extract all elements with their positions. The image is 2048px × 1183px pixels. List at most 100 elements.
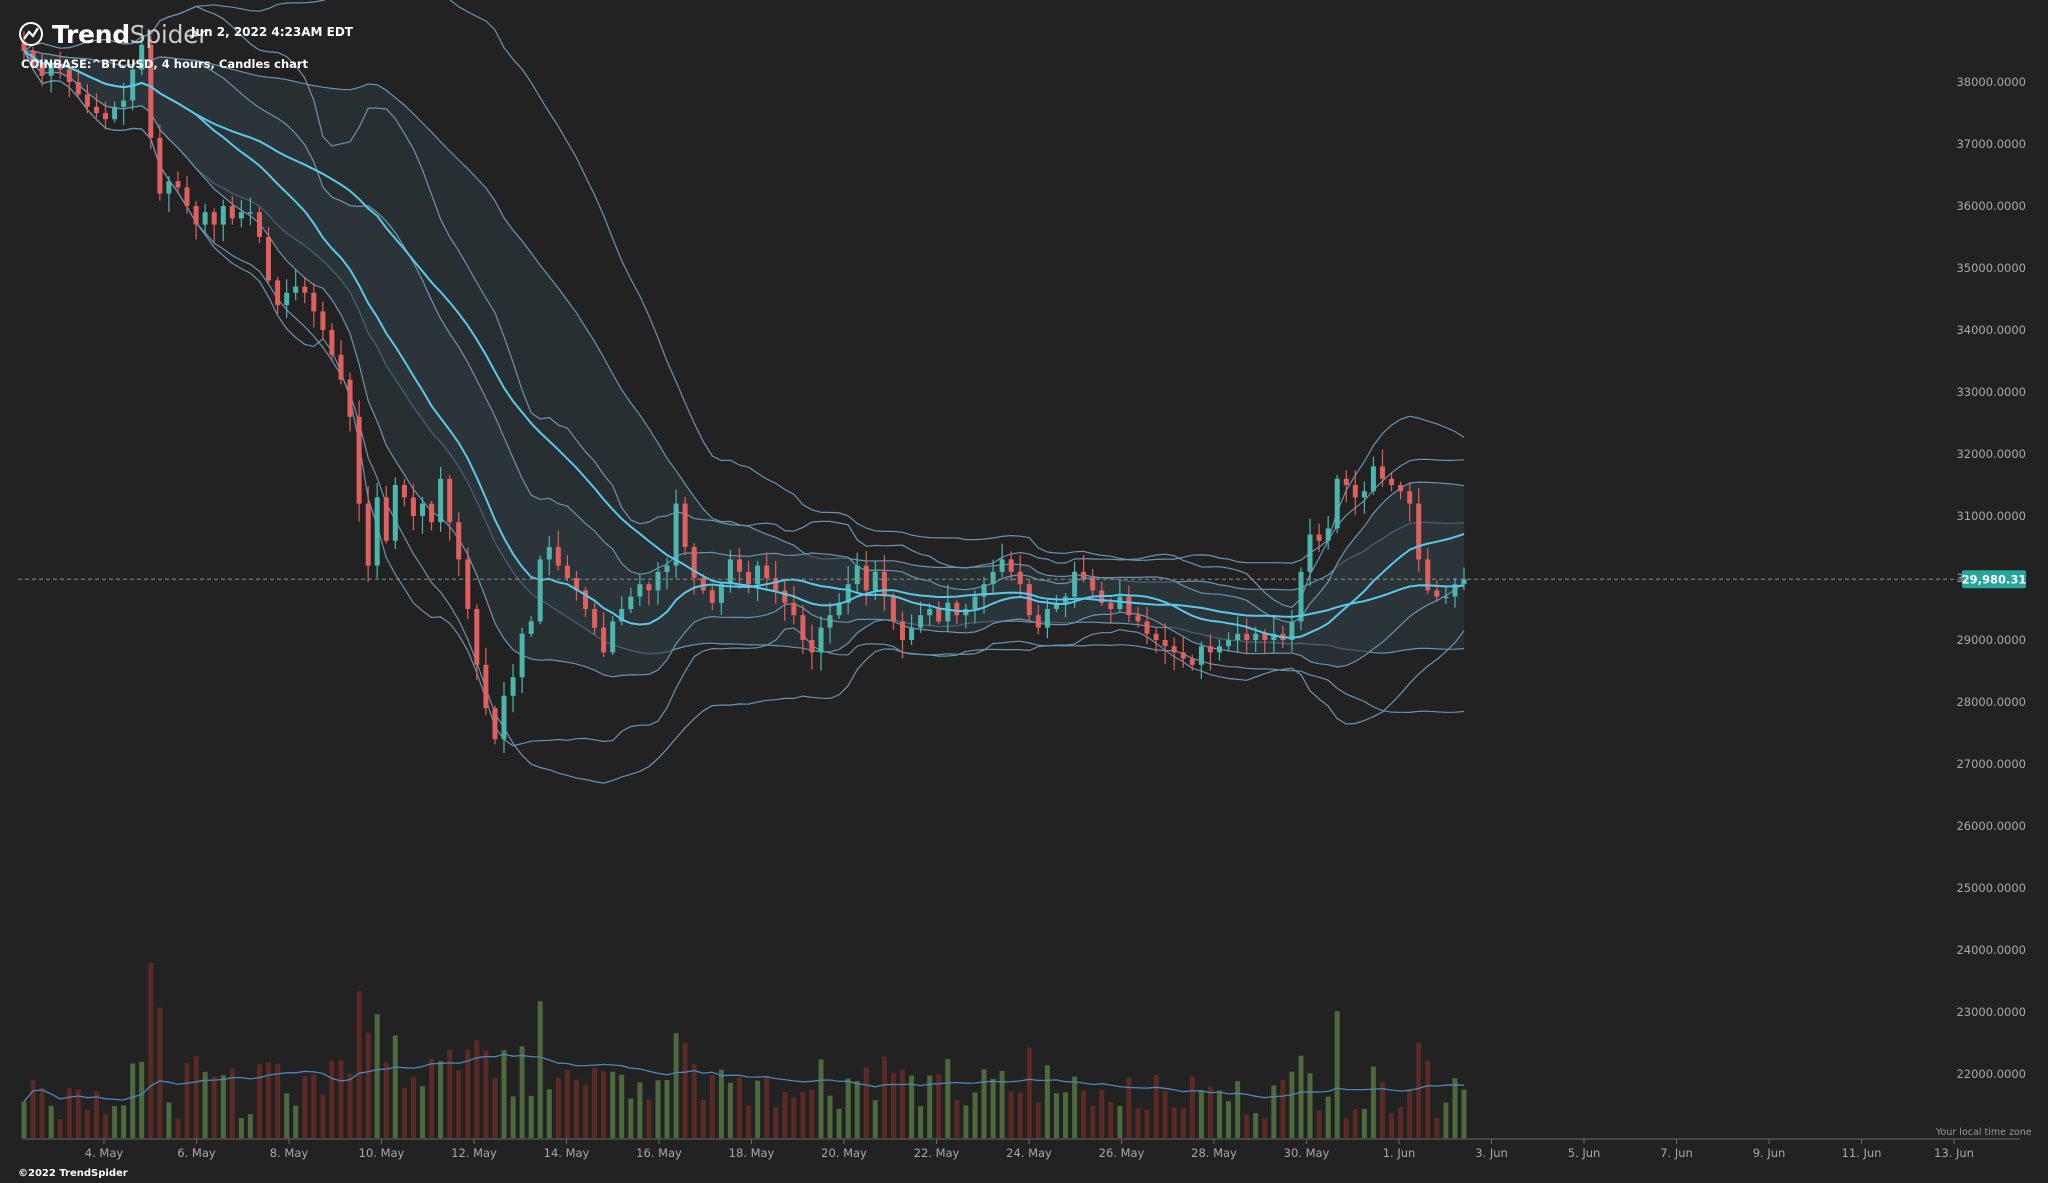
candle-body	[338, 354, 344, 380]
candle-body	[1008, 559, 1014, 572]
symbol-description[interactable]: COINBASE:^BTCUSD, 4 hours, Candles chart	[21, 57, 309, 71]
candle-body	[709, 590, 715, 603]
volume-bar	[1108, 1101, 1114, 1138]
volume-bar	[157, 1007, 163, 1138]
volume-bar	[48, 1105, 54, 1138]
volume-bar	[1461, 1089, 1467, 1138]
volume-bar	[311, 1074, 317, 1138]
volume-bar	[646, 1099, 652, 1138]
volume-bar	[574, 1079, 579, 1138]
candle-body	[1298, 571, 1304, 622]
volume-bar	[827, 1095, 833, 1138]
time-tick-label: 4. May	[85, 1146, 124, 1160]
volume-bar	[791, 1097, 797, 1138]
candle-body	[1017, 571, 1023, 585]
volume-bar	[773, 1107, 779, 1138]
candle-body	[718, 584, 724, 603]
slow-band-outer-lower	[23, 50, 1465, 784]
candle-body	[329, 330, 335, 355]
volume-bar	[610, 1071, 616, 1138]
volume-bar	[764, 1075, 770, 1138]
candle-body	[1207, 646, 1213, 653]
volume-bar	[1171, 1107, 1177, 1138]
volume-bar	[238, 1118, 244, 1138]
volume-bar	[1271, 1085, 1277, 1138]
candle-body	[664, 565, 670, 572]
indicator-bands	[23, 0, 1465, 784]
candle-body	[1253, 633, 1259, 640]
volume-bar	[410, 1077, 416, 1138]
volume-bar	[275, 1063, 281, 1138]
volume-bar	[266, 1062, 271, 1138]
candle-body	[1135, 615, 1141, 622]
volume-bar	[1090, 1105, 1096, 1138]
time-tick-label: 14. May	[544, 1146, 590, 1160]
volume-bar	[1035, 1102, 1041, 1138]
volume-bar	[718, 1069, 724, 1138]
time-tick-label: 18. May	[729, 1146, 775, 1160]
candle-body	[21, 41, 27, 51]
volume-bar	[1334, 1011, 1340, 1138]
volume-bar	[293, 1105, 299, 1138]
price-tick-label: 33000.0000	[1956, 385, 2026, 399]
volume-bar	[84, 1109, 90, 1138]
candle-body	[700, 578, 706, 591]
time-tick-label: 20. May	[821, 1146, 867, 1160]
brand-light-text: Spider	[129, 19, 209, 49]
price-tick-label: 26000.0000	[1956, 819, 2026, 833]
volume-bar	[583, 1084, 588, 1138]
volume-bar	[1189, 1076, 1195, 1138]
volume-bar	[800, 1092, 806, 1138]
candle-body	[1262, 633, 1268, 640]
volume-bar	[954, 1099, 960, 1138]
volume-bar	[1370, 1066, 1376, 1138]
candle-body	[872, 571, 878, 591]
candle-body	[854, 565, 860, 585]
volume-bar	[356, 991, 362, 1138]
volume-bar	[691, 1064, 697, 1138]
candle-body	[347, 379, 353, 417]
volume-bar	[302, 1076, 308, 1138]
volume-bar	[1361, 1108, 1367, 1138]
candle-body	[1144, 621, 1150, 634]
volume-bar	[211, 1076, 217, 1138]
candles	[21, 26, 1467, 753]
time-tick-label: 1. Jun	[1383, 1146, 1416, 1160]
volume-bar	[1044, 1065, 1050, 1138]
last-price-label: 29,980.31	[1962, 573, 2027, 587]
volume-bar	[284, 1093, 290, 1138]
volume-bar	[338, 1060, 344, 1138]
candle-body	[1271, 633, 1277, 640]
candle-body	[1026, 584, 1032, 616]
volume-bar	[175, 1118, 181, 1138]
candle-body	[927, 609, 933, 616]
chart-timestamp: Jun 2, 2022 4:23AM EDT	[191, 25, 353, 39]
volume-bar	[202, 1071, 208, 1138]
volume-bar	[247, 1114, 253, 1138]
candle-body	[1452, 584, 1458, 597]
volume-bar	[737, 1077, 742, 1138]
candle-body	[229, 206, 235, 219]
volume-bar	[628, 1098, 634, 1138]
volume-bar	[981, 1069, 987, 1138]
candle-body	[392, 485, 398, 541]
candle-body	[1389, 478, 1395, 485]
price-tick-label: 25000.0000	[1956, 881, 2026, 895]
volume-bar	[1099, 1089, 1105, 1138]
volume-bar	[755, 1080, 761, 1138]
price-tick-label: 32000.0000	[1956, 447, 2026, 461]
fast-band-outer-upper	[23, 5, 1465, 609]
volume-bar	[1389, 1113, 1395, 1138]
candle-body	[266, 237, 271, 281]
candle-body	[193, 206, 199, 225]
volume-bar	[1198, 1090, 1204, 1138]
candle-body	[764, 565, 770, 578]
candle-body	[57, 63, 63, 70]
volume-bar	[139, 1061, 145, 1138]
candle-body	[211, 212, 217, 225]
volume-bar	[1443, 1102, 1449, 1138]
candle-body	[103, 113, 108, 120]
volume-bar	[1253, 1113, 1259, 1138]
candle-body	[755, 565, 761, 585]
